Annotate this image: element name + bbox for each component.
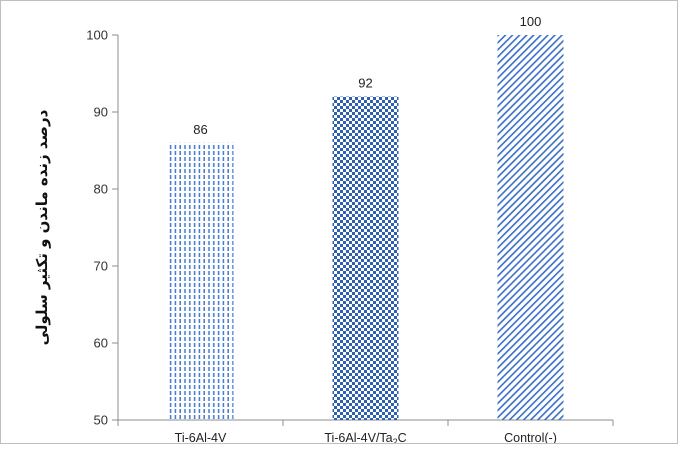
category-label-main: Ti-6Al-4V/Ta <box>324 431 392 443</box>
category-labels: Ti-6Al-4V Ti-6Al-4V/Ta2C Control(-) <box>175 431 557 443</box>
category-label-subscript: 2 <box>393 437 398 443</box>
category-label-tail: C <box>398 431 407 443</box>
bar-2 <box>332 96 399 420</box>
y-tick-label: 60 <box>94 336 108 351</box>
bar-chart: درصد زنده ماندن و تکثیر سلولی 50 60 70 80 90… <box>33 14 614 443</box>
data-label-3: 100 <box>520 14 542 29</box>
category-label-3: Control(-) <box>504 431 557 443</box>
bars <box>167 35 564 421</box>
y-axis-ticks: 50 60 70 80 90 100 <box>86 28 118 428</box>
category-label-main: Ti-6Al-4V <box>175 431 227 443</box>
y-tick-label: 70 <box>94 259 108 274</box>
y-tick-label: 100 <box>86 28 108 43</box>
chart-frame: درصد زنده ماندن و تکثیر سلولی 50 60 70 80 90… <box>0 0 678 444</box>
bar-3 <box>497 35 564 420</box>
y-tick-label: 90 <box>94 105 108 120</box>
y-tick-label: 50 <box>94 413 108 428</box>
data-label-2: 92 <box>358 76 372 91</box>
data-label-1: 86 <box>193 122 207 137</box>
y-tick-label: 80 <box>94 182 108 197</box>
category-label-1: Ti-6Al-4V <box>175 431 227 443</box>
y-axis-title-group: درصد زنده ماندن و تکثیر سلولی <box>33 109 51 345</box>
category-label-main: Control(-) <box>504 431 557 443</box>
y-axis-title: درصد زنده ماندن و تکثیر سلولی <box>33 109 51 345</box>
bar-1 <box>167 142 234 421</box>
data-labels: 86 92 100 <box>193 14 541 137</box>
category-label-2: Ti-6Al-4V/Ta2C <box>324 431 406 443</box>
